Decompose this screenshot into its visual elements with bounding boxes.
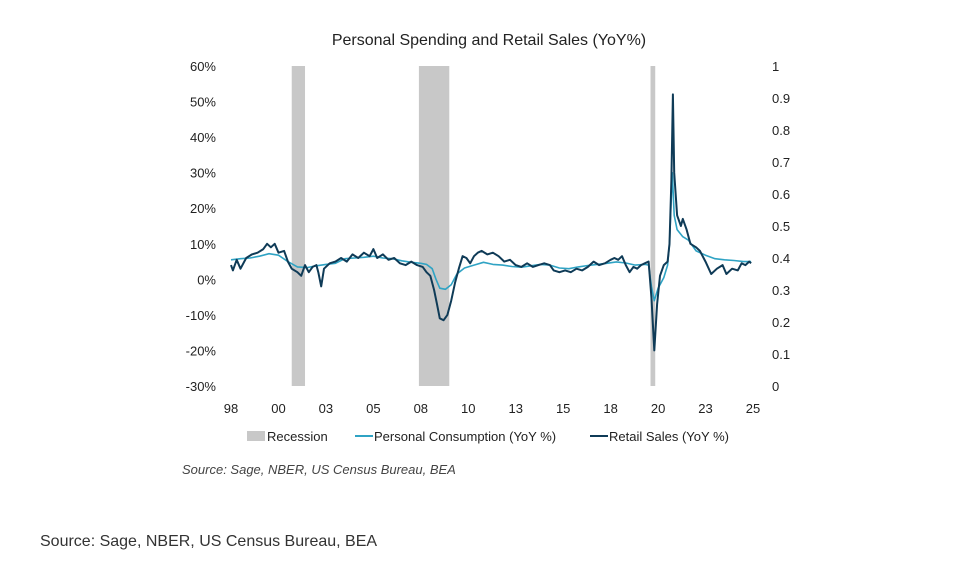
legend-swatch-0: [247, 431, 265, 441]
legend: Recession Personal Consumption (YoY %) Ret…: [247, 429, 729, 444]
x-tick-label-1: 00: [271, 401, 285, 416]
series-line-1: [230, 93, 752, 352]
chart: Personal Spending and Retail Sales (YoY%…: [182, 32, 790, 477]
legend-label-2: Retail Sales (YoY %): [609, 429, 729, 444]
left-tick-label-4: 20%: [190, 201, 216, 216]
legend-label-1: Personal Consumption (YoY %): [374, 429, 556, 444]
x-tick-label-8: 18: [603, 401, 617, 416]
series-line-0: [230, 171, 752, 302]
left-tick-label-3: 30%: [190, 166, 216, 181]
x-tick-label-0: 98: [224, 401, 238, 416]
right-axis: 1 0.9 0.8 0.7 0.6 0.5 0.4 0.3 0.2 0.1 0: [772, 59, 790, 394]
left-tick-label-6: 0%: [197, 272, 216, 287]
right-tick-label-6: 0.4: [772, 251, 790, 266]
chart-title: Personal Spending and Retail Sales (YoY%…: [332, 32, 646, 49]
right-tick-label-8: 0.2: [772, 315, 790, 330]
legend-label-0: Recession: [267, 429, 328, 444]
page-caption: Source: Sage, NBER, US Census Bureau, BE…: [40, 533, 378, 550]
left-axis: 60% 50% 40% 30% 20% 10% 0% -10% -20% -30%: [186, 59, 217, 394]
right-tick-label-2: 0.8: [772, 123, 790, 138]
chart-source-note: Source: Sage, NBER, US Census Bureau, BE…: [182, 462, 456, 477]
x-tick-label-2: 03: [319, 401, 333, 416]
right-tick-label-1: 0.9: [772, 91, 790, 106]
x-tick-label-7: 15: [556, 401, 570, 416]
left-tick-label-1: 50%: [190, 95, 216, 110]
right-tick-label-4: 0.6: [772, 187, 790, 202]
legend-item-1: Personal Consumption (YoY %): [355, 429, 556, 444]
right-tick-label-9: 0.1: [772, 347, 790, 362]
right-tick-label-3: 0.7: [772, 155, 790, 170]
x-tick-label-10: 23: [698, 401, 712, 416]
right-tick-label-0: 1: [772, 59, 779, 74]
series-layer: [230, 93, 752, 352]
x-tick-label-4: 08: [414, 401, 428, 416]
left-tick-label-2: 40%: [190, 130, 216, 145]
recession-bar-0: [291, 66, 306, 386]
x-axis: 98 00 03 05 08 10 13 15 18 20 23 25: [224, 401, 760, 416]
right-tick-label-7: 0.3: [772, 283, 790, 298]
recession-layer: [291, 66, 656, 386]
x-tick-label-6: 13: [508, 401, 522, 416]
x-tick-label-3: 05: [366, 401, 380, 416]
x-tick-label-11: 25: [746, 401, 760, 416]
legend-item-2: Retail Sales (YoY %): [590, 429, 729, 444]
x-tick-label-5: 10: [461, 401, 475, 416]
left-tick-label-8: -20%: [186, 343, 217, 358]
legend-item-0: Recession: [247, 429, 328, 444]
x-tick-label-9: 20: [651, 401, 665, 416]
right-tick-label-10: 0: [772, 379, 779, 394]
left-tick-label-5: 10%: [190, 237, 216, 252]
left-tick-label-0: 60%: [190, 59, 216, 74]
left-tick-label-9: -30%: [186, 379, 217, 394]
left-tick-label-7: -10%: [186, 308, 217, 323]
right-tick-label-5: 0.5: [772, 219, 790, 234]
recession-bar-2: [650, 66, 656, 386]
recession-bar-1: [418, 66, 450, 386]
